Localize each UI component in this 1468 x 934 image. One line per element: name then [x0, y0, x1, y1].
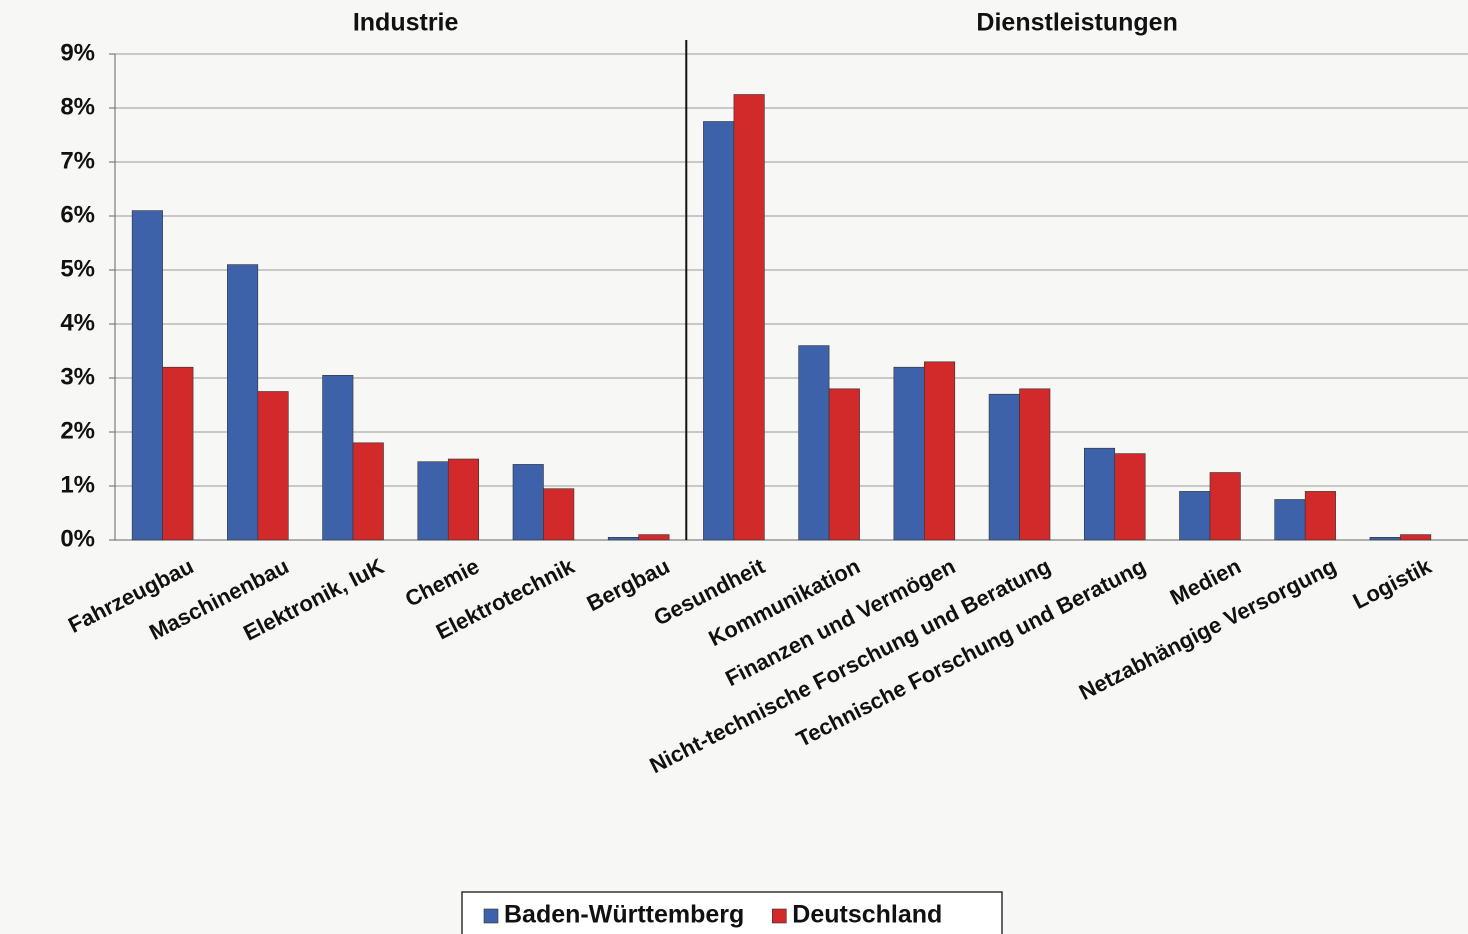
bar: [352, 442, 384, 541]
bar: [131, 210, 163, 541]
bar: [1400, 534, 1432, 541]
bar: [607, 536, 639, 541]
bar: [1083, 447, 1116, 541]
y-tick-label: 7%: [60, 147, 95, 174]
legend-swatch: [483, 908, 499, 924]
bar: [162, 366, 194, 541]
bar: [417, 461, 449, 541]
bar: [1114, 453, 1146, 541]
y-tick-label: 8%: [60, 93, 95, 120]
section-title: Industrie: [353, 9, 459, 37]
bar: [1304, 491, 1336, 541]
y-tick-label: 2%: [60, 417, 95, 444]
bar: [893, 366, 925, 541]
bar: [638, 534, 670, 541]
bar: [543, 488, 575, 541]
bar: [798, 345, 830, 541]
legend-box: [461, 891, 1003, 934]
y-tick-label: 3%: [60, 363, 95, 390]
bar: [828, 388, 860, 541]
legend-label: Deutschland: [792, 901, 942, 929]
y-tick-label: 9%: [60, 39, 95, 66]
bar: [703, 121, 735, 541]
y-tick-label: 0%: [60, 525, 95, 552]
bar: [322, 374, 354, 541]
bar: [733, 94, 765, 541]
bar: [1179, 491, 1211, 541]
bar: [257, 391, 289, 541]
bar: [512, 464, 544, 541]
bar: [447, 458, 480, 541]
bar: [1369, 536, 1401, 541]
y-tick-label: 4%: [60, 309, 95, 336]
bar: [988, 393, 1020, 541]
y-tick-label: 6%: [60, 201, 95, 228]
y-tick-label: 1%: [60, 471, 95, 498]
bar: [1019, 388, 1051, 541]
section-title: Dienstleistungen: [976, 9, 1177, 37]
bar: [1274, 499, 1306, 541]
bar: [227, 264, 259, 541]
legend-label: Baden-Württemberg: [504, 901, 744, 929]
bar: [924, 361, 956, 541]
bar: [1209, 472, 1241, 541]
y-tick-label: 5%: [60, 255, 95, 282]
legend-swatch: [771, 908, 787, 924]
